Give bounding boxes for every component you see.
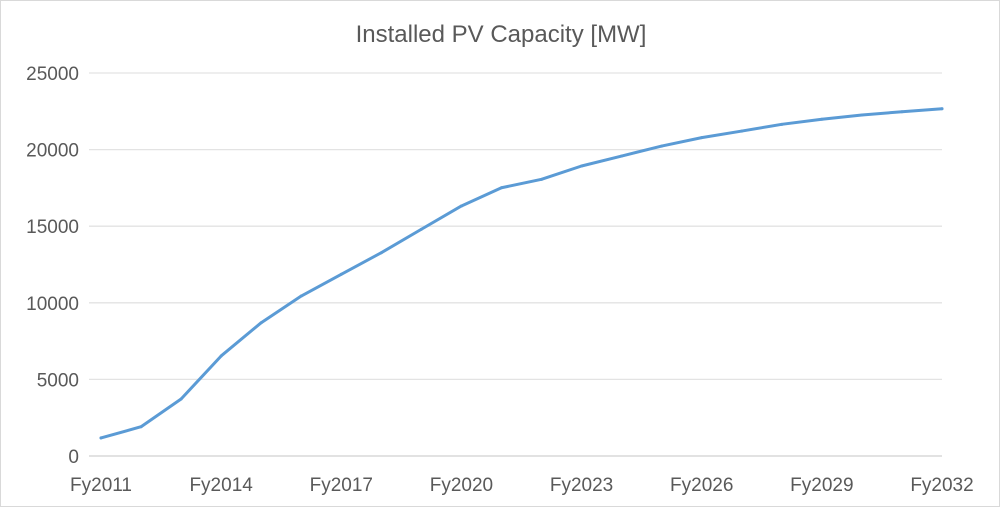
x-tick-label: Fy2020 (430, 475, 493, 496)
data-point (139, 425, 143, 429)
data-point (660, 144, 664, 148)
data-point (580, 164, 584, 168)
y-tick-label: 5000 (37, 370, 79, 391)
data-point (419, 227, 423, 231)
data-point (620, 154, 624, 158)
x-tick-label: Fy2011 (70, 475, 132, 496)
data-point (379, 251, 383, 255)
data-point (900, 110, 904, 114)
y-tick-label: 15000 (26, 217, 79, 238)
data-point (780, 122, 784, 126)
data-point (179, 397, 183, 401)
data-point (299, 294, 303, 298)
data-point (820, 117, 824, 121)
y-tick-label: 10000 (26, 294, 79, 315)
data-point (99, 436, 103, 440)
x-tick-label: Fy2014 (189, 475, 253, 496)
x-tick-label: Fy2023 (550, 475, 613, 496)
x-tick-label: Fy2029 (790, 475, 853, 496)
x-tick-label: Fy2032 (910, 475, 973, 496)
data-point (860, 113, 864, 117)
x-tick-label: Fy2026 (670, 475, 733, 496)
data-point (459, 204, 463, 208)
y-tick-label: 25000 (26, 64, 79, 85)
chart-title: Installed PV Capacity [MW] (356, 21, 647, 48)
data-point (740, 129, 744, 133)
data-point (540, 177, 544, 181)
series-line (99, 107, 944, 440)
x-tick-label: Fy2017 (310, 475, 373, 496)
y-tick-label: 20000 (26, 141, 79, 162)
data-point (259, 321, 263, 325)
data-point (339, 272, 343, 276)
y-tick-label: 0 (68, 447, 79, 468)
data-point (700, 136, 704, 140)
data-point (219, 354, 223, 358)
data-point (499, 186, 503, 190)
data-point (940, 107, 944, 111)
